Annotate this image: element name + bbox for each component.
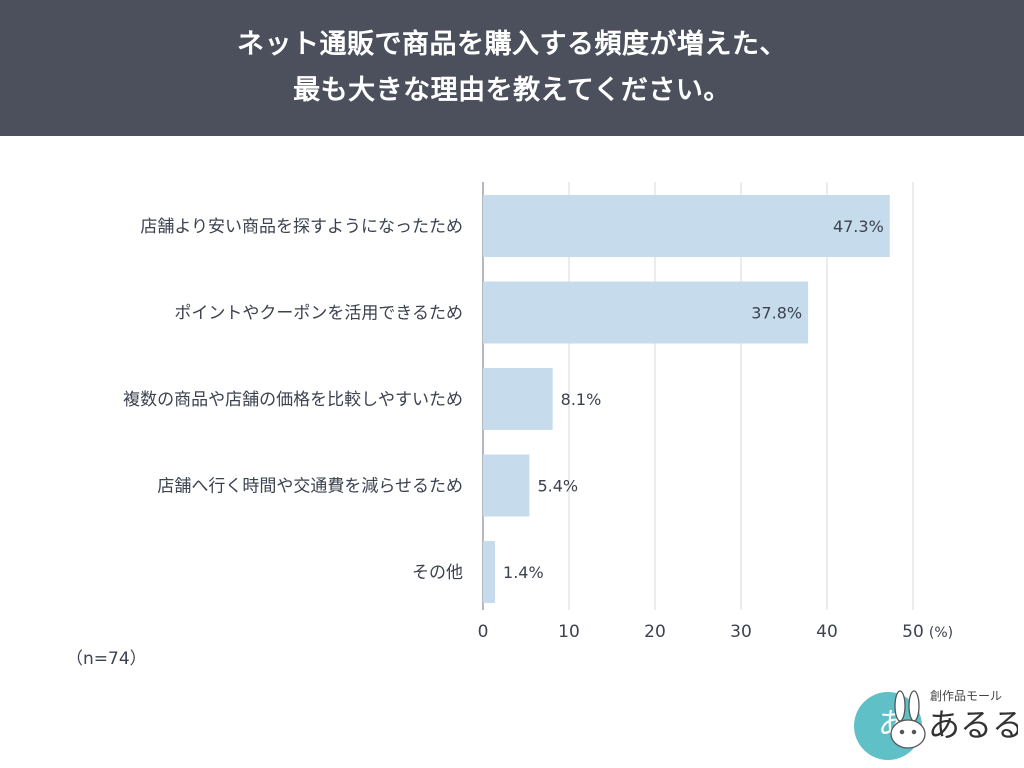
bar-chart: 0 10 20 30 40 50 (%) 店舗より安い商品を探すようになったため 47.3% ポイ… [123,182,953,640]
category-label: その他 [412,563,463,583]
x-tick-label: 0 [478,622,489,640]
category-label: 店舗へ行く時間や交通費を減らせるため [157,477,463,497]
x-tick-label: 40 [816,622,838,640]
x-unit-label: (%) [929,625,953,640]
x-tick-label: 50 [902,622,924,640]
logo-small-text: 創作品モール [930,689,1002,703]
bar [483,541,496,603]
value-label: 37.8% [751,304,802,323]
chart-title-line-1: ネット通販で商品を購入する頻度が増えた、 [237,29,787,60]
chart-header: ネット通販で商品を購入する頻度が増えた、 最も大きな理由を教えてください。 [0,0,1024,136]
x-tick-label: 30 [730,622,752,640]
value-label: 8.1% [561,390,602,409]
value-label: 1.4% [503,563,544,582]
rabbit-icon [890,690,926,749]
logo-big-text: あるる [928,707,1018,743]
category-label: 店舗より安い商品を探すようになったため [140,217,463,237]
x-tick-label: 10 [558,622,580,640]
x-tick-label: 20 [644,622,666,640]
bar [483,368,553,430]
category-label: 複数の商品や店舗の価格を比較しやすいため [123,390,463,410]
bar [483,281,809,344]
value-label: 47.3% [833,217,884,236]
value-label: 5.4% [537,477,578,496]
category-label: ポイントやクーポンを活用できるため [174,304,463,324]
sample-size-note: （n=74） [66,649,147,669]
aruru-logo: あ 創作品モール あるる [854,689,1018,760]
chart-title-line-2: 最も大きな理由を教えてください。 [293,75,731,106]
bar [483,195,890,257]
bar [483,454,530,517]
